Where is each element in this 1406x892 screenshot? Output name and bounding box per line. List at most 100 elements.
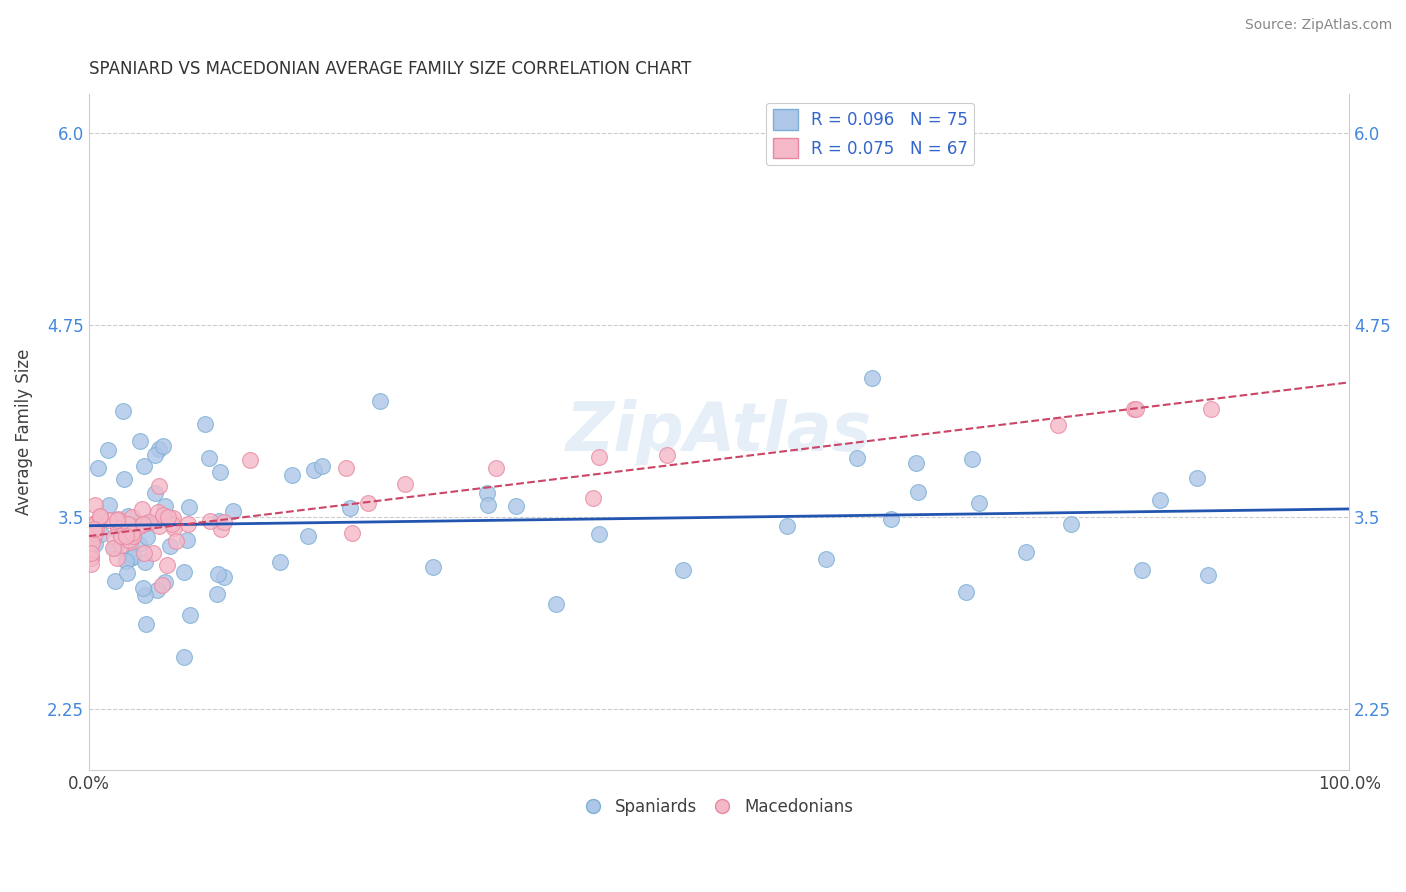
Point bbox=[1125, 402, 1147, 417]
Point bbox=[143, 448, 166, 462]
Point bbox=[110, 528, 132, 542]
Point bbox=[120, 535, 142, 549]
Point bbox=[655, 448, 678, 462]
Point bbox=[104, 541, 127, 555]
Point bbox=[179, 500, 201, 514]
Point bbox=[134, 555, 156, 569]
Point bbox=[208, 514, 231, 528]
Point bbox=[1123, 402, 1146, 417]
Point bbox=[198, 515, 221, 529]
Point bbox=[207, 566, 229, 581]
Point bbox=[776, 519, 799, 533]
Point bbox=[485, 461, 508, 475]
Point bbox=[141, 546, 163, 560]
Point bbox=[588, 450, 610, 464]
Point bbox=[80, 550, 103, 565]
Point bbox=[176, 517, 198, 532]
Point bbox=[544, 597, 567, 611]
Point bbox=[135, 516, 157, 531]
Point bbox=[118, 533, 141, 548]
Point bbox=[1060, 517, 1083, 532]
Point bbox=[132, 516, 155, 531]
Point bbox=[128, 519, 150, 533]
Point bbox=[107, 512, 129, 526]
Point bbox=[84, 537, 107, 551]
Point bbox=[134, 458, 156, 473]
Point bbox=[84, 516, 107, 531]
Point bbox=[150, 578, 173, 592]
Point bbox=[340, 525, 363, 540]
Point bbox=[339, 500, 361, 515]
Point bbox=[132, 582, 155, 596]
Point bbox=[198, 450, 221, 465]
Point bbox=[311, 458, 333, 473]
Point bbox=[297, 529, 319, 543]
Point bbox=[845, 450, 868, 465]
Point bbox=[880, 512, 903, 526]
Point bbox=[165, 533, 187, 548]
Point bbox=[1197, 568, 1219, 582]
Point bbox=[269, 555, 291, 569]
Point bbox=[121, 510, 143, 524]
Point bbox=[82, 530, 104, 544]
Point bbox=[148, 519, 170, 533]
Point bbox=[1130, 563, 1153, 577]
Point bbox=[98, 512, 121, 526]
Text: Source: ZipAtlas.com: Source: ZipAtlas.com bbox=[1244, 18, 1392, 32]
Point bbox=[335, 461, 357, 475]
Point bbox=[1046, 417, 1069, 432]
Point bbox=[146, 582, 169, 597]
Point bbox=[152, 439, 174, 453]
Point bbox=[84, 526, 107, 541]
Point bbox=[162, 510, 184, 524]
Point bbox=[82, 532, 104, 546]
Point bbox=[114, 529, 136, 543]
Point bbox=[148, 442, 170, 457]
Point bbox=[477, 498, 499, 512]
Point bbox=[105, 513, 128, 527]
Point bbox=[173, 650, 195, 665]
Point bbox=[907, 485, 929, 500]
Point bbox=[1185, 471, 1208, 485]
Point bbox=[475, 486, 498, 500]
Text: SPANIARD VS MACEDONIAN AVERAGE FAMILY SIZE CORRELATION CHART: SPANIARD VS MACEDONIAN AVERAGE FAMILY SI… bbox=[89, 60, 690, 78]
Point bbox=[159, 539, 181, 553]
Point bbox=[134, 588, 156, 602]
Point bbox=[80, 550, 103, 565]
Point bbox=[82, 516, 104, 531]
Point bbox=[121, 529, 143, 543]
Point bbox=[815, 552, 838, 566]
Point bbox=[239, 453, 262, 467]
Point bbox=[143, 485, 166, 500]
Point bbox=[138, 515, 160, 529]
Point bbox=[117, 517, 139, 532]
Point bbox=[588, 527, 610, 541]
Point bbox=[115, 566, 138, 580]
Point bbox=[967, 496, 990, 510]
Point bbox=[103, 530, 125, 544]
Point bbox=[156, 510, 179, 524]
Point bbox=[122, 549, 145, 564]
Point bbox=[176, 533, 198, 547]
Point bbox=[80, 546, 103, 560]
Point bbox=[112, 472, 135, 486]
Point bbox=[156, 558, 179, 572]
Point bbox=[101, 541, 124, 555]
Point bbox=[148, 478, 170, 492]
Point bbox=[111, 404, 134, 418]
Point bbox=[97, 443, 120, 458]
Point bbox=[129, 434, 152, 449]
Point bbox=[131, 502, 153, 516]
Point bbox=[194, 417, 217, 431]
Point bbox=[304, 463, 326, 477]
Point bbox=[82, 535, 104, 549]
Point bbox=[155, 499, 177, 513]
Point bbox=[107, 521, 129, 535]
Point bbox=[357, 496, 380, 510]
Point bbox=[955, 585, 977, 599]
Point bbox=[212, 516, 235, 530]
Point bbox=[173, 565, 195, 579]
Point bbox=[89, 508, 111, 523]
Point bbox=[163, 521, 186, 535]
Point bbox=[90, 527, 112, 541]
